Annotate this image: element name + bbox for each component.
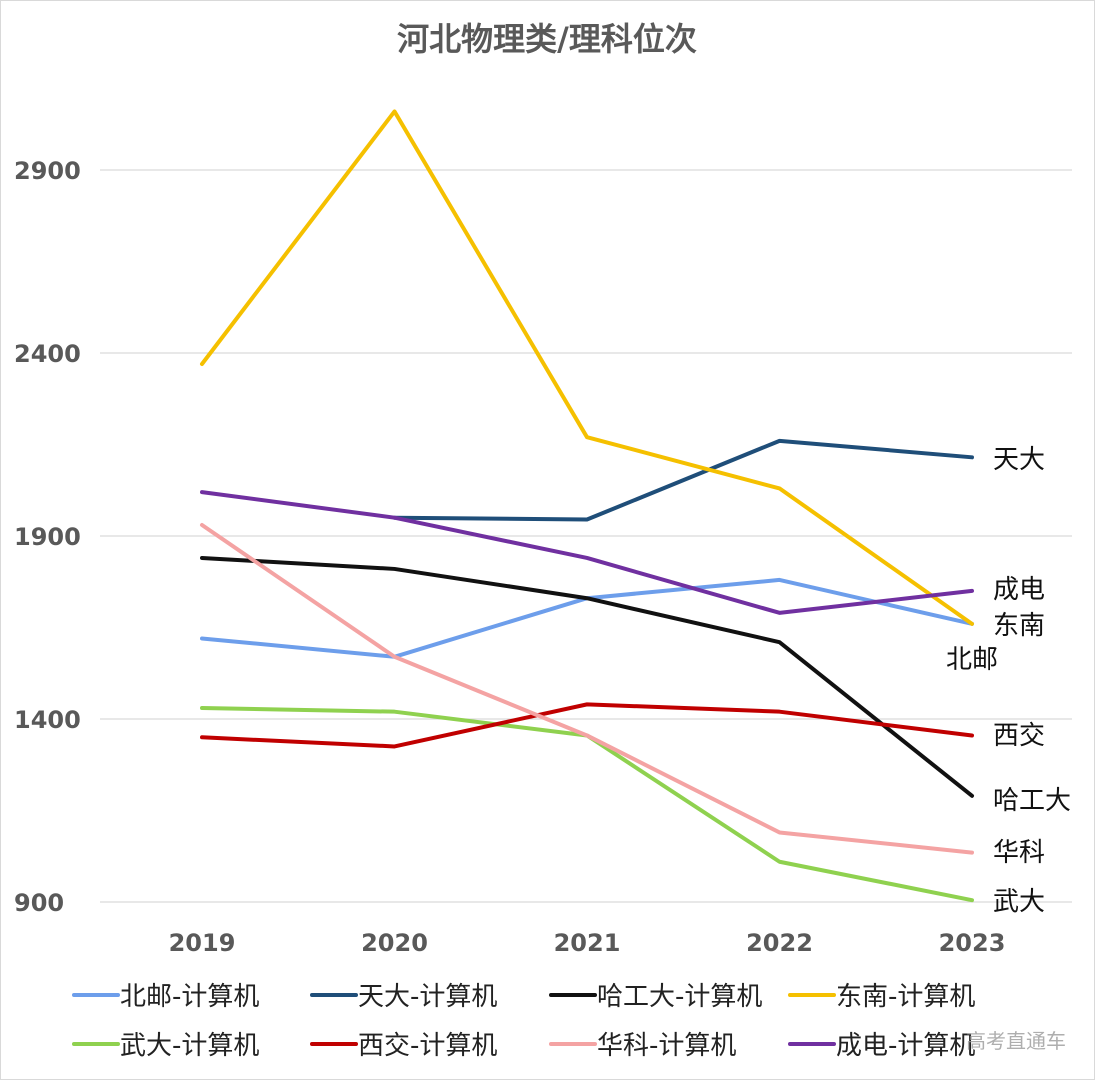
x-tick-label: 2021 <box>554 929 621 957</box>
x-tick-label: 2023 <box>939 929 1006 957</box>
legend-label: 天大-计算机 <box>358 982 497 1012</box>
series-end-label: 武大 <box>993 887 1045 917</box>
legend-label: 北邮-计算机 <box>120 982 259 1012</box>
y-tick-label: 2400 <box>14 340 81 368</box>
series-end-label: 华科 <box>993 838 1045 868</box>
watermark-text: 高考直通车 <box>966 1029 1066 1053</box>
legend-label: 哈工大-计算机 <box>597 982 762 1012</box>
y-axis: 2900 2400 1900 1400 900 <box>14 157 81 917</box>
legend-label: 武大-计算机 <box>120 1031 259 1061</box>
series-line <box>200 702 974 749</box>
series-line <box>200 577 974 659</box>
x-tick-label: 2019 <box>169 929 236 957</box>
y-tick-label: 1900 <box>14 523 81 551</box>
series-line <box>392 438 974 522</box>
x-tick-label: 2020 <box>361 929 428 957</box>
legend-label: 成电-计算机 <box>836 1031 975 1061</box>
y-tick-label: 1400 <box>14 706 81 734</box>
series-end-label: 哈工大 <box>993 786 1071 816</box>
series-lines <box>200 109 974 903</box>
y-tick-label: 2900 <box>14 157 81 185</box>
series-end-label: 西交 <box>993 721 1045 751</box>
legend-label: 东南-计算机 <box>836 982 975 1012</box>
y-tick-label: 900 <box>14 889 64 917</box>
x-tick-label: 2022 <box>746 929 813 957</box>
legend-label: 华科-计算机 <box>597 1031 736 1061</box>
chart-title: 河北物理类/理科位次 <box>397 20 697 58</box>
series-end-label: 东南 <box>993 611 1045 641</box>
gridlines <box>100 169 1072 903</box>
series-line <box>200 523 974 855</box>
legend-label: 西交-计算机 <box>358 1031 497 1061</box>
series-end-label: 成电 <box>993 575 1045 605</box>
series-line <box>200 555 974 798</box>
series-end-label: 北邮 <box>946 645 998 675</box>
series-line <box>200 490 974 615</box>
series-line <box>200 109 974 626</box>
series-end-label: 天大 <box>993 445 1045 475</box>
x-axis: 2019 2020 2021 2022 2023 <box>169 929 1006 957</box>
